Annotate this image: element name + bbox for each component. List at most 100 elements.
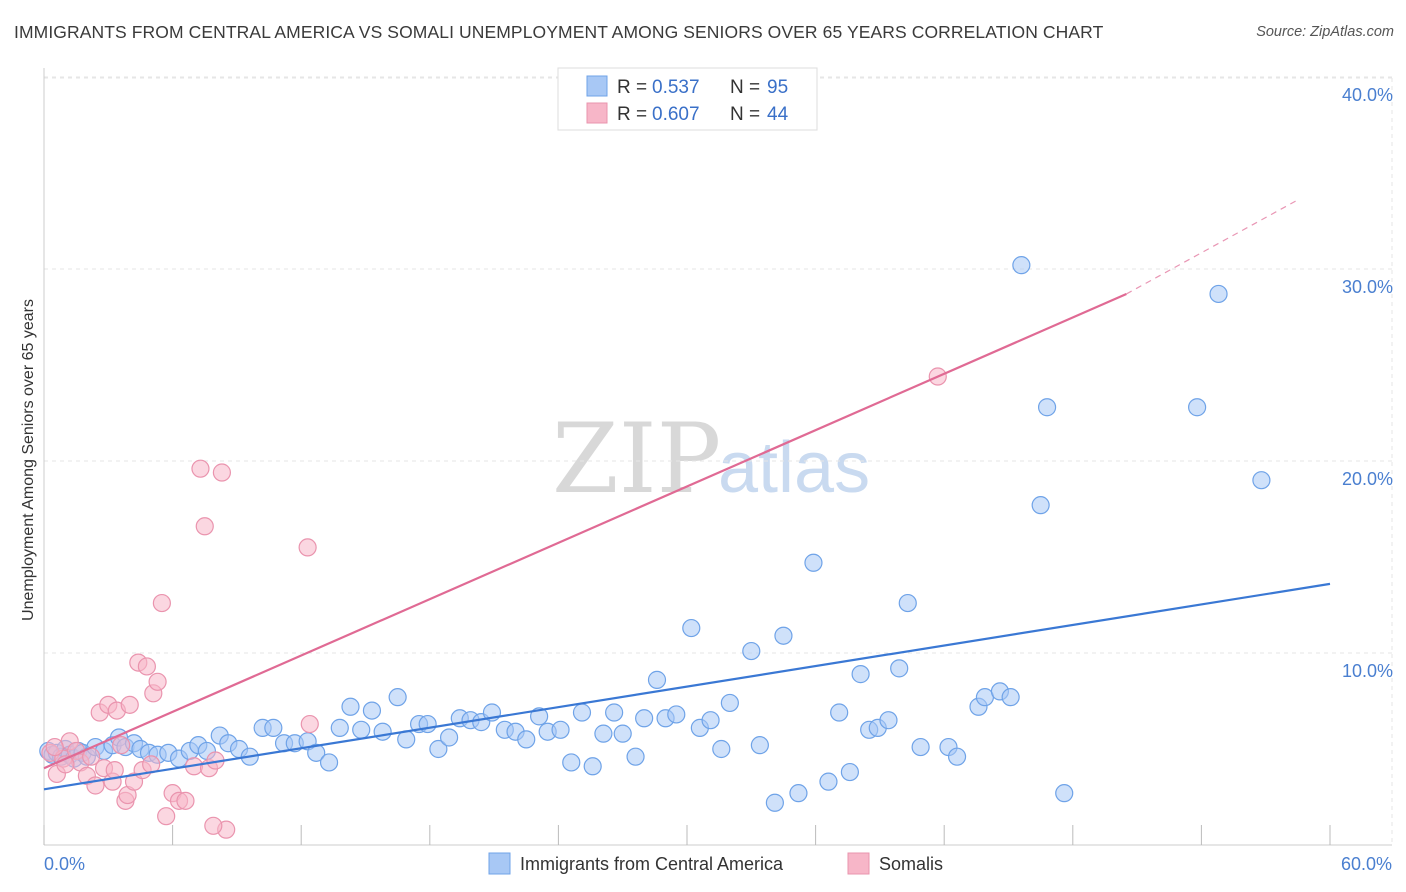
data-point	[750, 736, 769, 755]
data-point	[720, 693, 739, 713]
data-point	[176, 791, 195, 810]
legend-n-value-1: 95	[767, 77, 788, 98]
data-point	[429, 739, 448, 759]
data-point	[341, 697, 360, 716]
trend-lines	[43, 199, 1331, 791]
data-point	[1001, 688, 1020, 707]
data-point	[647, 670, 667, 689]
series-central-america	[39, 256, 1271, 812]
trend-line-1	[43, 292, 1127, 770]
legend-r-label-1: R =	[617, 77, 647, 98]
data-point	[562, 753, 581, 772]
trend-line-0	[43, 582, 1331, 791]
y-tick-label-10: 10.0%	[1342, 661, 1393, 681]
data-point	[911, 737, 930, 757]
legend-r-value-2: 0.607	[652, 104, 700, 125]
data-point	[212, 463, 231, 482]
data-point	[362, 701, 382, 720]
data-point	[742, 641, 761, 661]
data-point	[572, 703, 592, 722]
legend-r-value-1: 0.537	[652, 77, 700, 98]
data-point	[112, 736, 131, 755]
legend-n-label-2: N =	[730, 104, 760, 125]
data-point	[701, 711, 720, 730]
data-point	[879, 711, 898, 730]
data-point	[682, 618, 701, 638]
y-tick-labels: 10.0% 20.0% 30.0% 40.0%	[1342, 85, 1393, 681]
data-point	[300, 714, 319, 734]
bottom-legend-label-somalis: Somalis	[879, 854, 943, 874]
data-point	[1055, 784, 1074, 803]
data-point	[1188, 398, 1207, 417]
legend-n-value-2: 44	[767, 104, 789, 125]
trend-line-extension-1	[1126, 199, 1299, 295]
data-point	[1209, 284, 1228, 304]
data-point	[851, 665, 870, 684]
watermark-zip: ZIP	[552, 403, 721, 515]
data-point	[830, 703, 849, 722]
data-point	[1252, 471, 1271, 490]
data-point	[330, 718, 349, 737]
data-point	[388, 688, 407, 707]
data-point	[613, 724, 632, 743]
watermark-atlas: atlas	[718, 428, 870, 508]
data-point	[551, 720, 570, 739]
bottom-legend-swatch-somalis	[847, 852, 870, 875]
data-point	[439, 728, 459, 747]
data-point	[898, 593, 917, 613]
data-point	[152, 593, 171, 613]
data-point	[195, 517, 214, 536]
data-point	[157, 807, 176, 826]
data-point	[840, 762, 859, 782]
data-point	[137, 657, 156, 676]
data-point	[947, 747, 967, 766]
data-point	[45, 737, 64, 757]
top-legend: R = 0.537 N = 95 R = 0.607 N = 44	[557, 67, 818, 131]
series-somalis	[41, 367, 947, 839]
data-point	[319, 753, 339, 772]
data-point	[148, 672, 167, 691]
data-point	[1012, 256, 1031, 275]
legend-r-label-2: R =	[617, 104, 647, 125]
x-tick-label-max: 60.0%	[1341, 854, 1392, 874]
data-point	[594, 724, 613, 743]
data-point	[120, 695, 139, 714]
data-point	[712, 739, 731, 759]
grid-lines	[44, 76, 1393, 845]
data-point	[765, 793, 784, 812]
data-point	[890, 659, 909, 678]
data-point	[635, 709, 654, 728]
data-point	[307, 743, 326, 762]
y-axis-label: Unemployment Among Seniors over 65 years	[20, 299, 37, 621]
data-point	[352, 720, 371, 739]
bottom-legend-label-central-america: Immigrants from Central America	[520, 854, 784, 874]
data-point	[530, 707, 549, 726]
data-point	[626, 747, 645, 766]
data-point	[667, 705, 686, 724]
chart-title: IMMIGRANTS FROM CENTRAL AMERICA VS SOMAL…	[14, 22, 1104, 42]
legend-n-label-1: N =	[730, 77, 760, 98]
legend-swatch-somalis	[586, 102, 608, 124]
legend-swatch-central-america	[586, 75, 608, 97]
data-point	[819, 772, 838, 791]
y-tick-label-20: 20.0%	[1342, 469, 1393, 489]
data-point	[789, 784, 808, 803]
data-point	[191, 459, 210, 478]
source-label: Source: ZipAtlas.com	[1256, 24, 1394, 40]
y-tick-label-40: 40.0%	[1342, 85, 1393, 105]
bottom-legend-swatch-central-america	[488, 852, 511, 875]
data-point	[774, 626, 793, 645]
data-point	[1031, 496, 1050, 515]
axes	[43, 68, 1392, 846]
data-point	[804, 553, 823, 572]
y-tick-label-30: 30.0%	[1342, 277, 1393, 297]
data-point	[373, 722, 392, 741]
data-point	[264, 718, 283, 737]
data-point	[517, 730, 536, 749]
bottom-legend: Immigrants from Central America Somalis	[488, 852, 943, 875]
data-point	[1037, 398, 1057, 417]
data-point	[605, 703, 624, 722]
x-tick-label-min: 0.0%	[44, 854, 85, 874]
data-point	[204, 816, 223, 835]
